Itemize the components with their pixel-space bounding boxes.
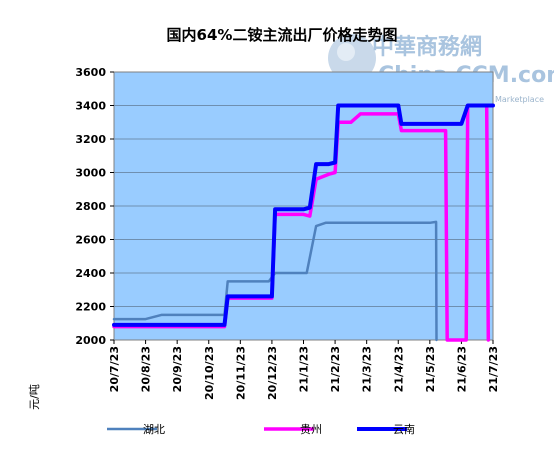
y-tick-label: 2600 [75,234,106,247]
y-tick-label: 2400 [75,267,106,280]
x-tick-label: 20/12/23 [266,346,279,400]
y-axis-label: 元/吨 [28,384,41,410]
x-tick-label: 21/3/23 [361,346,374,392]
x-tick-label: 20/8/23 [140,346,153,392]
legend: 湖北 贵州 云南 [107,423,415,436]
y-axis: 2000 2200 2400 2600 2800 3000 3200 3400 3600 [75,66,114,347]
series-line-2 [112,103,495,327]
x-tick-label: 20/10/23 [203,346,216,400]
series-line-0 [112,220,438,342]
x-tick-label: 21/4/23 [392,346,405,392]
x-tick-label: 21/5/23 [424,346,437,392]
legend-label: 贵州 [300,423,322,436]
x-axis: 20/7/23 20/8/23 20/9/23 20/10/23 20/11/23 20/… [108,340,500,400]
x-tick-label: 20/7/23 [108,346,121,392]
y-tick-label: 3200 [75,133,106,146]
y-tick-label: 3600 [75,66,106,79]
y-tick-label: 3400 [75,100,106,113]
x-tick-label: 20/9/23 [171,346,184,392]
x-tick-label: 21/1/23 [298,346,311,392]
watermark-tagline: Marketplace [495,95,544,104]
x-tick-label: 21/2/23 [329,346,342,392]
watermark-brand: 中華商務網 [372,34,482,60]
x-tick-label: 21/7/23 [487,346,500,392]
x-tick-label: 21/6/23 [455,346,468,392]
watermark-logo: 中華商務網 China CCM.com Marketplace [328,34,554,104]
series-lines [112,103,495,342]
legend-label: 云南 [393,423,415,436]
legend-label: 湖北 [143,423,165,436]
y-tick-label: 2800 [75,200,106,213]
y-tick-label: 2000 [75,334,106,347]
x-tick-label: 20/11/23 [234,346,247,400]
chart-title: 国内64%二铵主流出厂价格走势图 [167,26,398,44]
y-tick-label: 2200 [75,301,106,314]
y-tick-label: 3000 [75,167,106,180]
